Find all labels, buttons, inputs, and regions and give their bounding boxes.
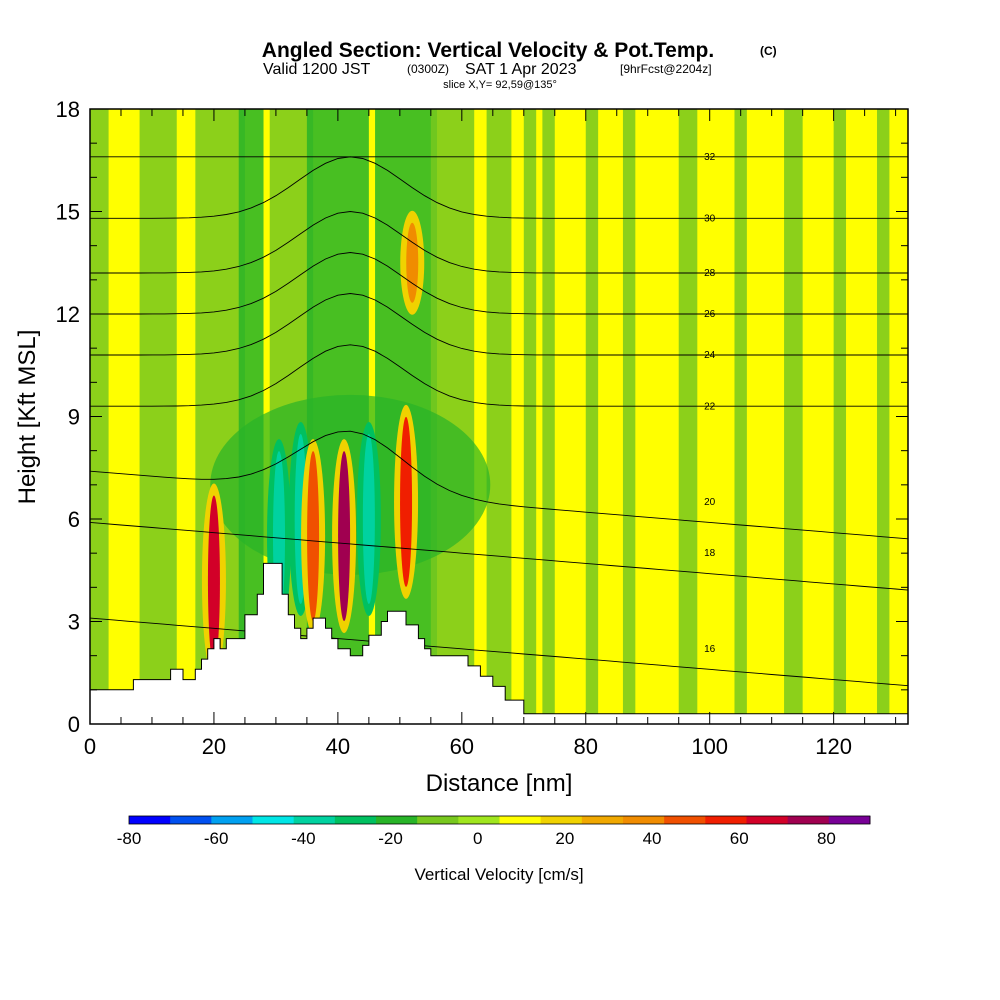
- contour-line: [90, 156, 908, 219]
- velocity-band: [139, 109, 177, 724]
- contour-line: [90, 252, 908, 315]
- contour-line: [90, 617, 908, 687]
- x-axis: 0 20 40 60 80 100 120: [84, 109, 897, 759]
- chart-title: Angled Section: Vertical Velocity & Pot.…: [262, 39, 714, 62]
- contour-line: [90, 293, 908, 356]
- y-axis-label: Height [Kft MSL]: [14, 330, 41, 505]
- velocity-band: [734, 109, 747, 724]
- colorbar-tick-label: -20: [378, 829, 403, 848]
- contour-label: 30: [704, 213, 716, 224]
- x-tick-label: 40: [326, 734, 350, 759]
- y-tick-label: 15: [56, 200, 80, 225]
- y-tick-label: 12: [56, 302, 80, 327]
- contour-label: 22: [704, 401, 716, 412]
- contour-label: 24: [704, 350, 716, 361]
- colorbar-tick-label: -60: [204, 829, 229, 848]
- contour-label: 32: [704, 152, 716, 163]
- x-tick-label: 80: [574, 734, 598, 759]
- contour-line: [90, 344, 908, 407]
- contour-label: 16: [704, 644, 716, 655]
- valid-date: SAT 1 Apr 2023: [465, 61, 577, 78]
- y-tick-label: 9: [68, 405, 80, 430]
- y-tick-label: 6: [68, 507, 80, 532]
- x-tick-label: 100: [691, 734, 728, 759]
- velocity-band: [877, 109, 890, 724]
- colorbar-tick-label: -40: [291, 829, 316, 848]
- velocity-band: [622, 109, 636, 724]
- colorbar-swatch: [458, 816, 500, 824]
- colorbar-swatch: [828, 816, 871, 824]
- colorbar-swatch: [293, 816, 336, 824]
- colorbar-frame: [128, 815, 871, 825]
- velocity-band: [833, 109, 847, 724]
- terrain: [90, 562, 908, 724]
- colorbar-swatch: [417, 816, 459, 824]
- velocity-band: [486, 109, 512, 724]
- contour-label: 20: [704, 497, 716, 508]
- x-axis-label: Distance [nm]: [426, 770, 573, 797]
- colorbar-tick-label: 20: [555, 829, 574, 848]
- contour-label: 28: [704, 268, 716, 279]
- valid-fcst: [9hrFcst@2204z]: [620, 62, 712, 76]
- colorbar-swatch: [376, 816, 418, 824]
- plot-area: 16 18 20 22 24 26 28 30 32: [90, 109, 908, 724]
- x-tick-label: 0: [84, 734, 96, 759]
- colorbar-swatch: [129, 816, 171, 824]
- y-tick-label: 3: [68, 610, 80, 635]
- colorbar-swatch: [664, 816, 706, 824]
- colorbar-swatch: [540, 816, 583, 824]
- x-tick-label: 20: [202, 734, 226, 759]
- contour-label: 18: [704, 548, 716, 559]
- velocity-band: [678, 109, 698, 724]
- colorbar: -80 -60 -40 -20 0 20 40 60 80: [117, 815, 871, 848]
- colorbar-swatch: [746, 816, 789, 824]
- colorbar-label: Vertical Velocity [cm/s]: [414, 865, 583, 884]
- y-tick-label: 0: [68, 712, 80, 737]
- velocity-cell: [307, 451, 320, 622]
- colorbar-swatch: [334, 816, 377, 824]
- contour-line: [90, 521, 908, 591]
- colorbar-tick-label: 0: [473, 829, 482, 848]
- colorbar-swatch: [705, 816, 747, 824]
- velocity-band: [542, 109, 555, 724]
- velocity-cell: [207, 495, 220, 666]
- valid-z: (0300Z): [407, 62, 449, 76]
- velocity-cell: [338, 451, 351, 622]
- y-axis: 0 3 6 9 12 15 18: [56, 97, 908, 737]
- colorbar-tick-label: -80: [117, 829, 142, 848]
- velocity-cell: [406, 222, 419, 303]
- theta-contours: 16 18 20 22 24 26 28 30 32: [90, 152, 908, 687]
- contour-line: [90, 430, 908, 540]
- velocity-band: [784, 109, 803, 724]
- velocity-cell: [362, 434, 375, 604]
- colorbar-swatch: [211, 816, 253, 824]
- colorbar-tick-label: 40: [643, 829, 662, 848]
- velocity-cell: [400, 416, 413, 587]
- slice-label: slice X,Y= 92,59@135°: [443, 79, 557, 91]
- colorbar-swatch: [252, 816, 295, 824]
- colorbar-tick-label: 60: [730, 829, 749, 848]
- x-tick-label: 60: [450, 734, 474, 759]
- x-tick-label: 120: [815, 734, 852, 759]
- contour-label: 26: [704, 309, 716, 320]
- valid-line: Valid 1200 JST (0300Z) SAT 1 Apr 2023 [9…: [263, 61, 712, 78]
- colorbar-swatch: [787, 816, 830, 824]
- colorbar-swatch: [581, 816, 624, 824]
- colorbar-swatch: [499, 816, 542, 824]
- contour-line: [90, 211, 908, 274]
- y-tick-label: 18: [56, 97, 80, 122]
- chart-title-unit: (C): [760, 44, 777, 58]
- velocity-band: [585, 109, 599, 724]
- colorbar-swatch: [170, 816, 212, 824]
- colorbar-swatch: [623, 816, 665, 824]
- colorbar-tick-label: 80: [817, 829, 836, 848]
- valid-prefix: Valid 1200 JST: [263, 61, 371, 78]
- velocity-band: [523, 109, 537, 724]
